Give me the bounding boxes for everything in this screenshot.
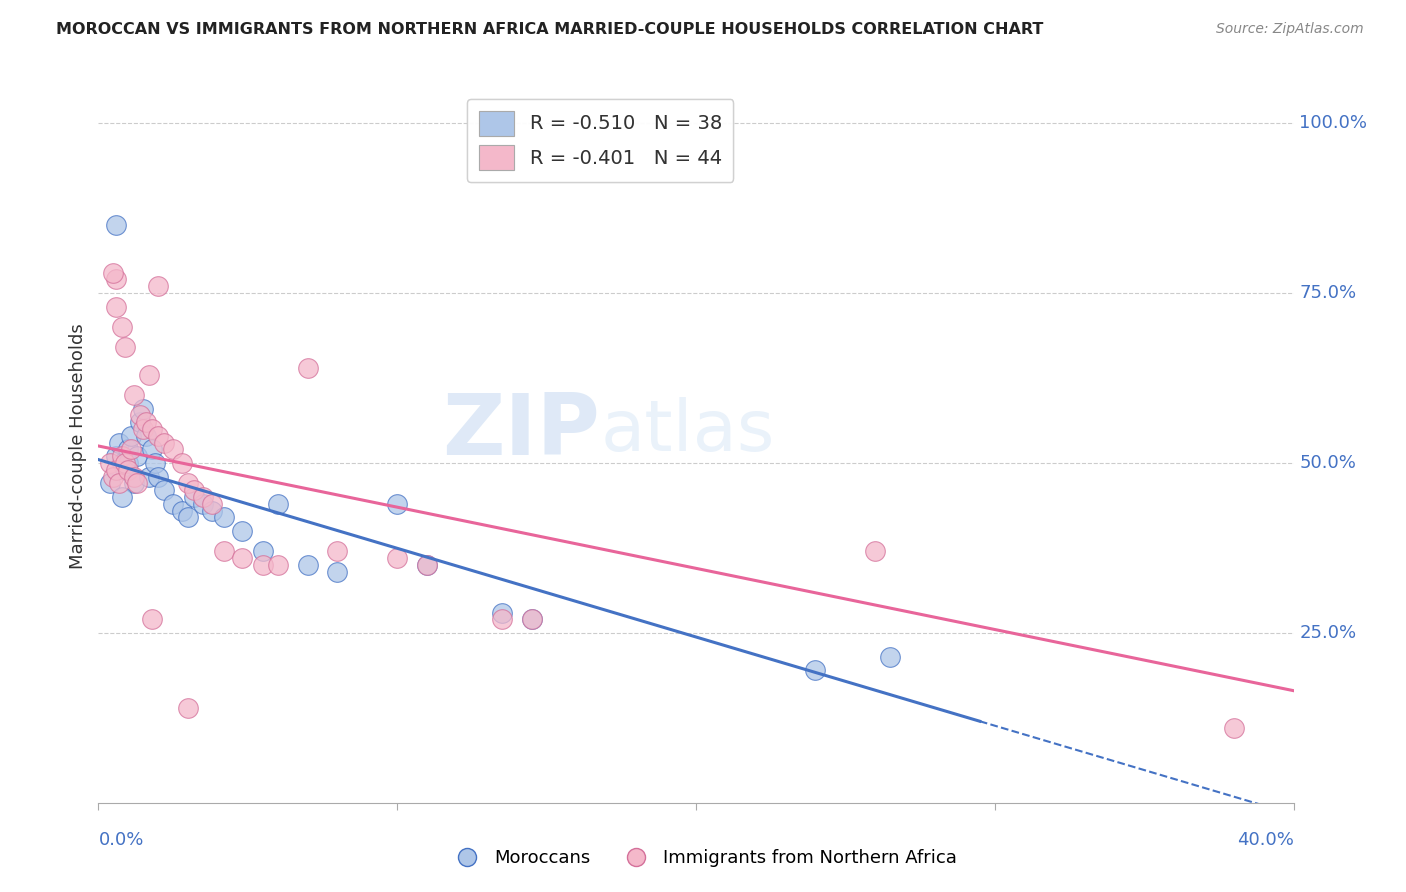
Point bbox=[162, 442, 184, 457]
Point bbox=[114, 341, 136, 355]
Point bbox=[153, 483, 176, 498]
Point bbox=[212, 544, 235, 558]
Point bbox=[804, 663, 827, 677]
Point bbox=[103, 266, 125, 280]
Point bbox=[267, 497, 290, 511]
Point bbox=[148, 279, 170, 293]
Point bbox=[177, 510, 200, 524]
Point bbox=[212, 510, 235, 524]
Point bbox=[865, 544, 887, 558]
Legend: Moroccans, Immigrants from Northern Africa: Moroccans, Immigrants from Northern Afri… bbox=[441, 842, 965, 874]
Point bbox=[98, 456, 122, 470]
Point bbox=[520, 612, 543, 626]
Point bbox=[162, 497, 184, 511]
Point bbox=[138, 368, 160, 382]
Text: 25.0%: 25.0% bbox=[1299, 624, 1357, 642]
Point bbox=[385, 551, 409, 566]
Point bbox=[148, 429, 170, 443]
Point bbox=[231, 524, 253, 538]
Text: MOROCCAN VS IMMIGRANTS FROM NORTHERN AFRICA MARRIED-COUPLE HOUSEHOLDS CORRELATIO: MOROCCAN VS IMMIGRANTS FROM NORTHERN AFR… bbox=[56, 22, 1043, 37]
Point bbox=[416, 558, 439, 572]
Point bbox=[108, 476, 131, 491]
Point bbox=[148, 469, 170, 483]
Point bbox=[105, 449, 128, 463]
Text: 40.0%: 40.0% bbox=[1237, 831, 1294, 849]
Point bbox=[129, 409, 152, 423]
Point bbox=[201, 497, 224, 511]
Point bbox=[153, 435, 176, 450]
Point bbox=[135, 415, 157, 429]
Point bbox=[117, 463, 139, 477]
Point bbox=[117, 456, 139, 470]
Point bbox=[177, 476, 200, 491]
Point bbox=[191, 490, 214, 504]
Point bbox=[120, 442, 142, 457]
Point bbox=[98, 476, 122, 491]
Point bbox=[141, 422, 163, 436]
Point bbox=[191, 497, 214, 511]
Point bbox=[111, 490, 134, 504]
Point bbox=[117, 442, 139, 457]
Point bbox=[120, 429, 142, 443]
Point bbox=[111, 456, 134, 470]
Text: 100.0%: 100.0% bbox=[1299, 114, 1368, 132]
Point bbox=[138, 469, 160, 483]
Point bbox=[520, 612, 543, 626]
Point bbox=[143, 456, 166, 470]
Point bbox=[491, 606, 513, 620]
Point bbox=[385, 497, 409, 511]
Point bbox=[111, 320, 134, 334]
Text: 0.0%: 0.0% bbox=[98, 831, 143, 849]
Point bbox=[124, 476, 146, 491]
Point bbox=[172, 503, 194, 517]
Point bbox=[252, 558, 274, 572]
Point bbox=[103, 469, 125, 483]
Point bbox=[108, 435, 131, 450]
Point bbox=[105, 463, 128, 477]
Text: 50.0%: 50.0% bbox=[1299, 454, 1357, 472]
Point bbox=[114, 463, 136, 477]
Point bbox=[231, 551, 253, 566]
Point bbox=[183, 490, 205, 504]
Point bbox=[127, 476, 149, 491]
Point bbox=[267, 558, 290, 572]
Point bbox=[105, 272, 128, 286]
Point bbox=[297, 360, 319, 375]
Point bbox=[132, 401, 155, 416]
Point bbox=[252, 544, 274, 558]
Point bbox=[326, 565, 349, 579]
Point bbox=[129, 415, 152, 429]
Point bbox=[326, 544, 349, 558]
Point bbox=[132, 422, 155, 436]
Point bbox=[127, 449, 149, 463]
Point bbox=[201, 503, 224, 517]
Point bbox=[416, 558, 439, 572]
Point bbox=[177, 700, 200, 714]
Point bbox=[135, 429, 157, 443]
Point bbox=[105, 218, 128, 232]
Point bbox=[297, 558, 319, 572]
Point bbox=[183, 483, 205, 498]
Legend: R = -0.510   N = 38, R = -0.401   N = 44: R = -0.510 N = 38, R = -0.401 N = 44 bbox=[467, 99, 734, 182]
Text: Source: ZipAtlas.com: Source: ZipAtlas.com bbox=[1216, 22, 1364, 37]
Point bbox=[114, 456, 136, 470]
Point bbox=[105, 300, 128, 314]
Point bbox=[111, 449, 134, 463]
Point bbox=[1223, 721, 1246, 735]
Text: atlas: atlas bbox=[600, 397, 775, 467]
Text: 75.0%: 75.0% bbox=[1299, 284, 1357, 302]
Point bbox=[491, 612, 513, 626]
Text: ZIP: ZIP bbox=[443, 390, 600, 474]
Point bbox=[124, 388, 146, 402]
Y-axis label: Married-couple Households: Married-couple Households bbox=[69, 323, 87, 569]
Point bbox=[141, 442, 163, 457]
Point bbox=[124, 469, 146, 483]
Point bbox=[172, 456, 194, 470]
Point bbox=[879, 649, 901, 664]
Point bbox=[141, 612, 163, 626]
